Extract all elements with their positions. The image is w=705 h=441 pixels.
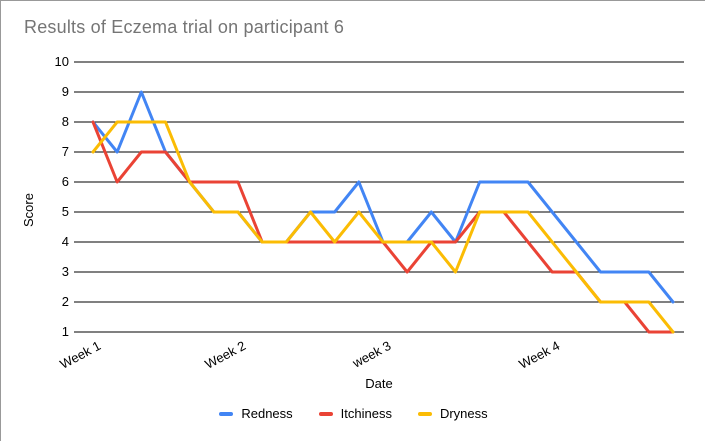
legend-label: Redness [241,406,293,421]
legend-label: Itchiness [340,406,392,421]
legend-swatch-icon [417,412,432,416]
legend-item-dryness[interactable]: Dryness [417,406,488,421]
legend-label: Dryness [439,406,488,421]
chart-title[interactable]: Results of Eczema trial on participant 6 [24,17,345,37]
legend: Redness Itchiness Dryness [1,405,705,423]
legend-item-itchiness[interactable]: Itchiness [318,406,392,421]
y-axis-tick-label: 7 [61,144,69,159]
series-line-dryness[interactable] [91,120,675,334]
y-axis-title: Score [21,193,36,227]
y-axis-tick-label: 4 [61,234,69,249]
series-line-itchiness[interactable] [91,120,675,334]
y-axis-tick-label: 8 [61,114,69,129]
y-axis-tick-label: 2 [61,294,69,309]
y-axis-tick-label: 6 [61,174,69,189]
y-axis-tick-label: 1 [61,324,69,339]
y-axis-tick-label: 3 [61,264,69,279]
legend-item-redness[interactable]: Redness [219,406,293,421]
y-axis-tick-label: 10 [54,54,69,69]
legend-swatch-icon [219,412,234,416]
legend-swatch-icon [318,412,333,416]
series-line-redness[interactable] [91,90,675,304]
y-axis-tick-label: 9 [61,84,69,99]
y-axis-tick-label: 5 [61,204,69,219]
x-axis-title: Date [365,376,393,391]
